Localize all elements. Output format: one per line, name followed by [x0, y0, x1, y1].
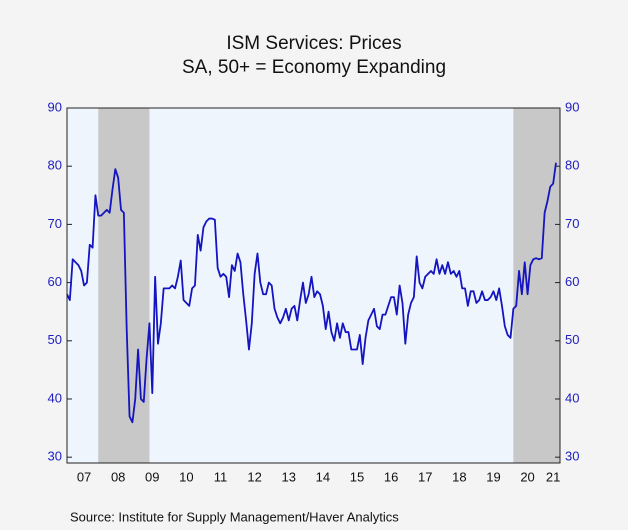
y-tick-label: 90	[48, 99, 62, 114]
x-tick-label: 11	[214, 469, 228, 484]
x-tick-label: 21	[546, 469, 560, 484]
y2-tick-label: 80	[565, 158, 579, 173]
y2-tick-label: 60	[565, 274, 579, 289]
y-tick-label: 80	[48, 158, 62, 173]
source-note: Source: Institute for Supply Management/…	[70, 509, 399, 524]
plot-frame	[66, 107, 561, 464]
x-tick-label: 10	[179, 469, 193, 484]
x-tick-label: 20	[520, 469, 534, 484]
x-tick-label: 18	[452, 469, 466, 484]
y-tick-label: 60	[48, 274, 62, 289]
y-tick-label: 40	[48, 390, 62, 405]
y2-tick-label: 90	[565, 99, 579, 114]
y-tick-label: 50	[48, 332, 62, 347]
x-tick-label: 13	[282, 469, 296, 484]
x-tick-label: 08	[111, 469, 125, 484]
x-tick-label: 12	[247, 469, 261, 484]
x-tick-label: 07	[77, 469, 91, 484]
x-tick-label: 09	[145, 469, 159, 484]
y2-tick-label: 40	[565, 390, 579, 405]
y-tick-label: 70	[48, 216, 62, 231]
chart-subtitle: SA, 50+ = Economy Expanding	[182, 57, 446, 78]
x-tick-label: 17	[418, 469, 432, 484]
x-tick-label: 19	[486, 469, 500, 484]
y2-tick-label: 50	[565, 332, 579, 347]
x-tick-label: 14	[316, 469, 330, 484]
y2-tick-label: 70	[565, 216, 579, 231]
data-line	[66, 162, 557, 424]
x-tick-label: 15	[350, 469, 364, 484]
recession-band	[98, 108, 150, 463]
y-tick-label: 30	[48, 449, 62, 464]
y2-tick-label: 30	[565, 449, 579, 464]
x-tick-label: 16	[384, 469, 398, 484]
chart-title: ISM Services: Prices	[226, 33, 401, 54]
